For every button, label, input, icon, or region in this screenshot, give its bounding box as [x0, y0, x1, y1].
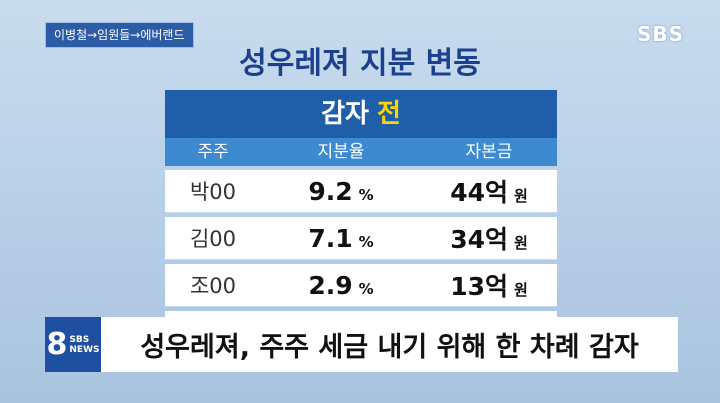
caption-text: 성우레져, 주주 세금 내기 위해 한 차례 감자: [140, 332, 639, 363]
capital-unit: 원: [513, 281, 528, 299]
table-row: 박00 9.2% 44억 원: [165, 170, 557, 213]
capital-value: 13억: [450, 272, 508, 301]
column-label: 자본금: [465, 142, 513, 162]
table-heading: 감자 전: [165, 90, 557, 138]
share-value: 7.1: [308, 223, 353, 253]
share-unit: %: [358, 185, 374, 204]
capital-unit: 원: [513, 187, 528, 205]
title: 성우레져 지분 변동: [239, 46, 481, 81]
holder-cell: 조00: [189, 274, 237, 298]
table-row: 김00 7.1% 34억 원: [165, 217, 557, 260]
share-cell: 7.1%: [261, 224, 421, 253]
logo-line: NEWS: [69, 344, 100, 355]
share-cell: 2.9%: [261, 271, 421, 300]
share-unit: %: [358, 232, 374, 251]
share-cell: 9.2%: [261, 177, 421, 206]
channel-logo: SBS: [636, 22, 684, 46]
caption-bar: 8 SBS NEWS 성우레져, 주주 세금 내기 위해 한 차례 감자: [45, 317, 678, 372]
capital-cell: 44억 원: [421, 173, 557, 209]
column-label: 주주: [197, 142, 229, 162]
column-header: 주주 지분율 자본금: [165, 138, 557, 166]
capital-unit: 원: [513, 234, 528, 252]
capital-cell: 13억 원: [421, 267, 557, 303]
share-value: 2.9: [308, 270, 353, 300]
share-unit: %: [358, 279, 374, 298]
share-value: 9.2: [308, 176, 353, 206]
table: 감자 전 주주 지분율 자본금 박00 9.2% 44억 원 김00 7.1% 34억 원 조00…: [165, 90, 557, 354]
column-label: 지분율: [317, 142, 365, 162]
logo-text: SBS NEWS: [69, 335, 99, 355]
capital-value: 34억: [450, 225, 508, 254]
news-logo: 8 SBS NEWS: [45, 317, 101, 372]
breadcrumb: 이병철→임원들→에버랜드: [45, 22, 194, 48]
table-row: 조00 2.9% 13억 원: [165, 264, 557, 307]
heading-highlight: 전: [376, 99, 401, 129]
capital-cell: 34억 원: [421, 220, 557, 256]
capital-value: 44억: [450, 178, 508, 207]
heading-text: 감자: [321, 99, 369, 129]
holder-cell: 박00: [189, 180, 237, 204]
logo-number: 8: [46, 327, 68, 362]
holder-cell: 김00: [189, 227, 237, 251]
logo-line: SBS: [69, 334, 90, 345]
